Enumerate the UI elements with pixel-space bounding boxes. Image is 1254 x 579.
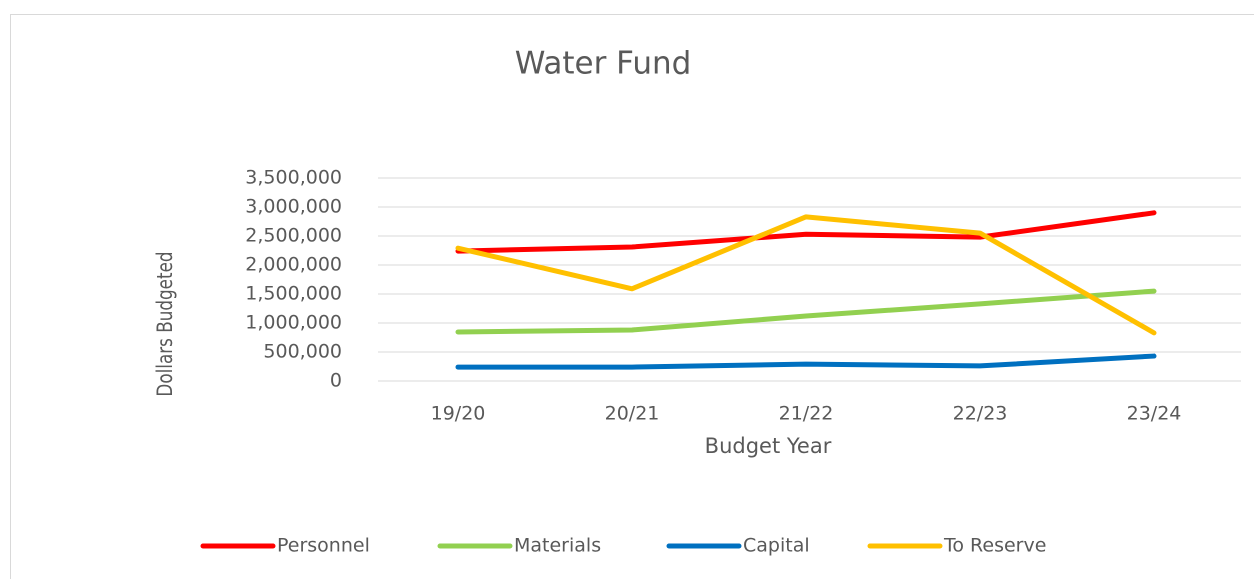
y-tick-label: 1,000,000 <box>245 312 342 334</box>
series-line <box>455 288 1157 335</box>
series-line <box>455 214 1157 336</box>
legend-label: To Reserve <box>943 535 1046 557</box>
x-tick-label: 22/23 <box>953 403 1008 425</box>
x-tick-label: 23/24 <box>1127 403 1182 425</box>
legend-label: Materials <box>514 535 601 557</box>
y-tick-label: 2,000,000 <box>245 254 342 276</box>
x-tick-label: 21/22 <box>779 403 834 425</box>
y-tick-label: 1,500,000 <box>245 283 342 305</box>
x-tick-label: 20/21 <box>605 403 660 425</box>
chart-title: Water Fund <box>515 46 692 82</box>
x-axis-label: Budget Year <box>705 434 832 458</box>
y-tick-label: 3,500,000 <box>245 167 342 189</box>
y-tick-label: 0 <box>330 370 342 392</box>
y-tick-label: 3,000,000 <box>245 196 342 218</box>
y-tick-label: 500,000 <box>263 341 342 363</box>
y-axis-label: Dollars Budgeted <box>153 251 177 396</box>
y-tick-label: 2,500,000 <box>245 225 342 247</box>
series-line <box>455 353 1157 370</box>
x-tick-label: 19/20 <box>431 403 486 425</box>
series-line <box>455 210 1157 254</box>
legend-label: Capital <box>743 535 810 557</box>
legend-label: Personnel <box>277 535 370 557</box>
